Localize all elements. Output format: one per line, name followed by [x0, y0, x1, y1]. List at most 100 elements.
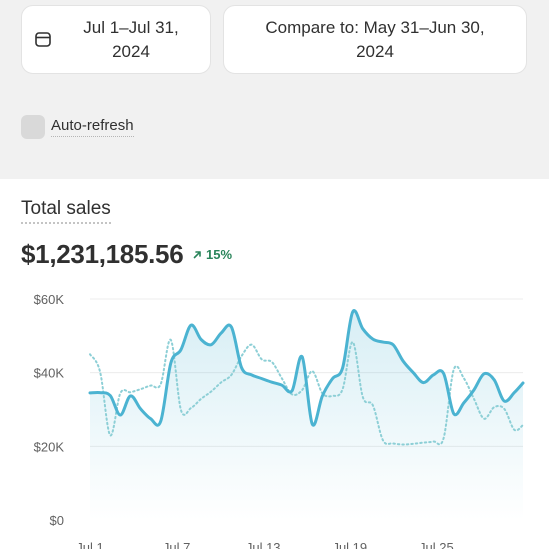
arrow-up-right-icon — [193, 251, 201, 259]
comparison-data-point — [190, 407, 192, 409]
comparison-data-point — [433, 441, 435, 443]
comparison-data-point — [210, 391, 212, 393]
comparison-data-point — [99, 371, 101, 373]
current-data-point — [291, 390, 293, 392]
autorefresh-toggle[interactable]: Auto-refresh — [21, 115, 134, 139]
current-data-point — [372, 338, 374, 340]
comparison-data-point — [463, 377, 465, 379]
x-tick-label: Jul 1 — [76, 540, 103, 549]
y-tick-label: $20K — [34, 439, 65, 454]
current-data-point — [241, 367, 243, 369]
date-range-label: Jul 1–Jul 31, 2024 — [83, 17, 179, 61]
y-tick-label: $60K — [34, 292, 65, 307]
current-data-point — [402, 360, 404, 362]
x-tick-label: Jul 19 — [332, 540, 367, 549]
comparison-data-point — [281, 378, 283, 380]
current-data-point — [352, 311, 354, 313]
comparison-data-point — [129, 391, 131, 393]
compare-range-button[interactable]: Compare to: May 31–Jun 30, 2024 — [223, 5, 527, 74]
comparison-data-point — [301, 389, 303, 391]
current-data-point — [332, 378, 334, 380]
total-sales-value: $1,231,185.56 — [21, 239, 184, 269]
current-data-point — [140, 408, 142, 410]
date-range-button[interactable]: Jul 1–Jul 31, 2024 — [21, 5, 211, 74]
comparison-data-point — [412, 443, 414, 445]
current-data-point — [463, 402, 465, 404]
current-data-point — [412, 372, 414, 374]
current-data-point — [382, 341, 384, 343]
comparison-data-point — [220, 381, 222, 383]
comparison-data-point — [109, 434, 111, 436]
comparison-data-point — [311, 370, 313, 372]
current-data-point — [311, 423, 313, 425]
current-data-point — [271, 381, 273, 383]
current-data-point — [251, 374, 253, 376]
comparison-data-point — [251, 344, 253, 346]
current-data-point — [433, 374, 435, 376]
current-data-point — [119, 414, 121, 416]
y-tick-label: $40K — [34, 366, 65, 381]
current-data-point — [362, 328, 364, 330]
current-data-point — [150, 418, 152, 420]
comparison-data-point — [402, 444, 404, 446]
current-data-point — [109, 395, 111, 397]
current-data-point — [180, 349, 182, 351]
autorefresh-label: Auto-refresh — [51, 117, 134, 137]
current-data-point — [200, 339, 202, 341]
comparison-data-point — [382, 439, 384, 441]
current-data-point — [503, 400, 505, 402]
comparison-data-point — [522, 424, 524, 426]
current-data-point — [301, 356, 303, 358]
compare-range-label: Compare to: May 31–Jun 30, 2024 — [265, 17, 485, 61]
comparison-data-point — [291, 393, 293, 395]
current-data-point — [493, 379, 495, 381]
current-data-point — [129, 395, 131, 397]
comparison-data-point — [271, 361, 273, 363]
comparison-data-point — [443, 437, 445, 439]
current-data-point — [190, 324, 192, 326]
comparison-data-point — [160, 383, 162, 385]
x-tick-label: Jul 7 — [163, 540, 190, 549]
y-tick-label: $0 — [50, 513, 64, 528]
comparison-data-point — [342, 388, 344, 390]
comparison-data-point — [372, 404, 374, 406]
current-data-point — [483, 373, 485, 375]
current-data-point — [522, 382, 524, 384]
comparison-data-point — [89, 353, 91, 355]
current-data-point — [321, 395, 323, 397]
current-data-point — [210, 344, 212, 346]
current-data-point — [89, 392, 91, 394]
current-data-point — [99, 392, 101, 394]
comparison-data-point — [503, 408, 505, 410]
current-data-point — [230, 326, 232, 328]
comparison-data-point — [362, 396, 364, 398]
comparison-data-point — [230, 374, 232, 376]
x-tick-label: Jul 13 — [246, 540, 281, 549]
comparison-data-point — [332, 395, 334, 397]
current-series-line — [88, 309, 525, 427]
current-data-point — [170, 362, 172, 364]
change-percent: 15% — [206, 247, 233, 262]
current-data-point — [453, 413, 455, 415]
x-tick-label: Jul 25 — [419, 540, 454, 549]
comparison-data-point — [513, 429, 515, 431]
current-data-point — [392, 344, 394, 346]
comparison-data-point — [483, 418, 485, 420]
comparison-data-point — [473, 398, 475, 400]
comparison-data-point — [321, 392, 323, 394]
comparison-data-point — [200, 398, 202, 400]
current-data-point — [443, 372, 445, 374]
current-data-point — [473, 389, 475, 391]
current-data-point — [422, 382, 424, 384]
comparison-data-point — [422, 442, 424, 444]
comparison-data-point — [261, 358, 263, 360]
current-data-point — [220, 332, 222, 334]
comparison-data-point — [453, 369, 455, 371]
autorefresh-checkbox[interactable] — [21, 115, 45, 139]
comparison-data-point — [392, 442, 394, 444]
current-series-area — [90, 310, 523, 520]
comparison-data-point — [241, 355, 243, 357]
current-data-point — [513, 392, 515, 394]
card-title[interactable]: Total sales — [21, 198, 111, 224]
